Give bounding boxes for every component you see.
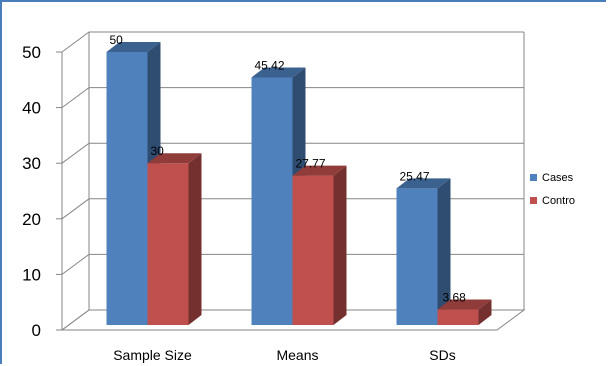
y-tick-label: 50 <box>22 43 41 62</box>
y-tick-label: 20 <box>22 210 41 229</box>
x-category-label: SDs <box>429 347 455 363</box>
bar-side <box>333 165 347 325</box>
bar-front <box>251 77 293 325</box>
bar-contro-means <box>292 165 347 325</box>
bar-side <box>478 299 492 325</box>
y-tick-label: 40 <box>22 99 41 118</box>
bar-side <box>437 178 451 325</box>
bar-top <box>147 153 202 164</box>
bar-top <box>437 299 492 310</box>
legend: Cases Contro <box>530 172 575 207</box>
data-label: 50 <box>110 33 124 47</box>
legend-swatch <box>530 197 537 204</box>
legend-label: Contro <box>542 195 575 207</box>
bar-front <box>437 309 479 325</box>
y-tick-label: 10 <box>22 265 41 284</box>
gridline <box>61 253 524 275</box>
bar-contro-sds <box>437 299 492 325</box>
gridline <box>61 198 524 220</box>
bar-side <box>188 153 202 325</box>
gridline <box>61 31 524 53</box>
bar-front <box>396 188 438 325</box>
bar-contro-sample-size <box>147 153 202 325</box>
gridline <box>61 87 524 109</box>
bar-cases-sds <box>396 178 451 325</box>
legend-label: Cases <box>542 172 574 184</box>
x-axis-categories: Sample Size Means SDs <box>113 347 456 363</box>
bar-front <box>292 175 334 325</box>
x-category-label: Means <box>276 347 318 363</box>
bar-top <box>396 178 451 189</box>
chart-walls <box>60 32 526 331</box>
data-label: 3.68 <box>443 291 467 305</box>
data-label: 25.47 <box>400 169 430 183</box>
bar-top <box>292 165 347 176</box>
bar-front <box>106 52 148 325</box>
y-axis-ticks: 0 10 20 30 40 50 <box>22 43 41 340</box>
bar-front <box>147 163 189 325</box>
data-label: 27.77 <box>296 157 326 171</box>
gridline <box>61 142 524 164</box>
bar-top <box>106 42 161 52</box>
y-tick-label: 30 <box>22 154 41 173</box>
bar-top <box>251 67 306 78</box>
y-tick-label: 0 <box>32 321 41 340</box>
data-labels: 50 30 45.42 27.77 25.47 3.68 <box>110 33 467 305</box>
floor <box>60 309 526 331</box>
bars <box>106 42 492 326</box>
data-label: 30 <box>151 144 165 158</box>
legend-swatch <box>530 174 537 181</box>
x-category-label: Sample Size <box>113 347 192 363</box>
gridlines <box>56 31 524 331</box>
data-label: 45.42 <box>255 58 285 72</box>
